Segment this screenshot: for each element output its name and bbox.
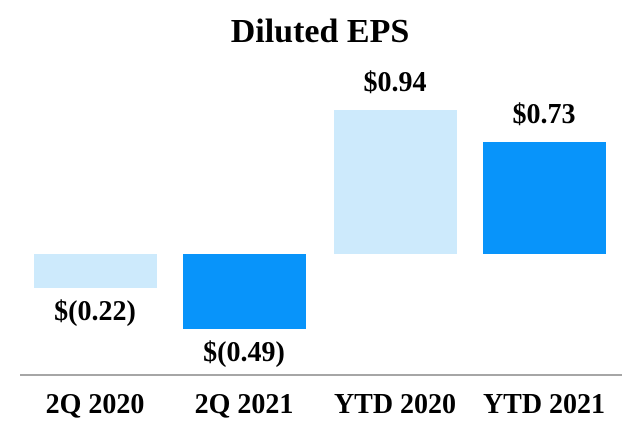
- bar-2q-2021: [183, 254, 306, 329]
- x-axis-line: [20, 374, 622, 376]
- category-label-2q-2020: 2Q 2020: [45, 389, 145, 420]
- chart-title: Diluted EPS: [230, 13, 410, 50]
- value-label-ytd-2021: $0.73: [512, 99, 576, 130]
- category-label-2q-2021: 2Q 2021: [194, 389, 294, 420]
- value-label-ytd-2020: $0.94: [363, 67, 427, 98]
- value-label-2q-2021: $(0.49): [203, 337, 285, 368]
- category-label-ytd-2021: YTD 2021: [482, 389, 606, 420]
- category-label-ytd-2020: YTD 2020: [333, 389, 457, 420]
- bar-ytd-2020: [334, 110, 457, 254]
- bar-2q-2020: [34, 254, 157, 288]
- value-label-2q-2020: $(0.22): [54, 296, 136, 327]
- bar-ytd-2021: [483, 142, 606, 254]
